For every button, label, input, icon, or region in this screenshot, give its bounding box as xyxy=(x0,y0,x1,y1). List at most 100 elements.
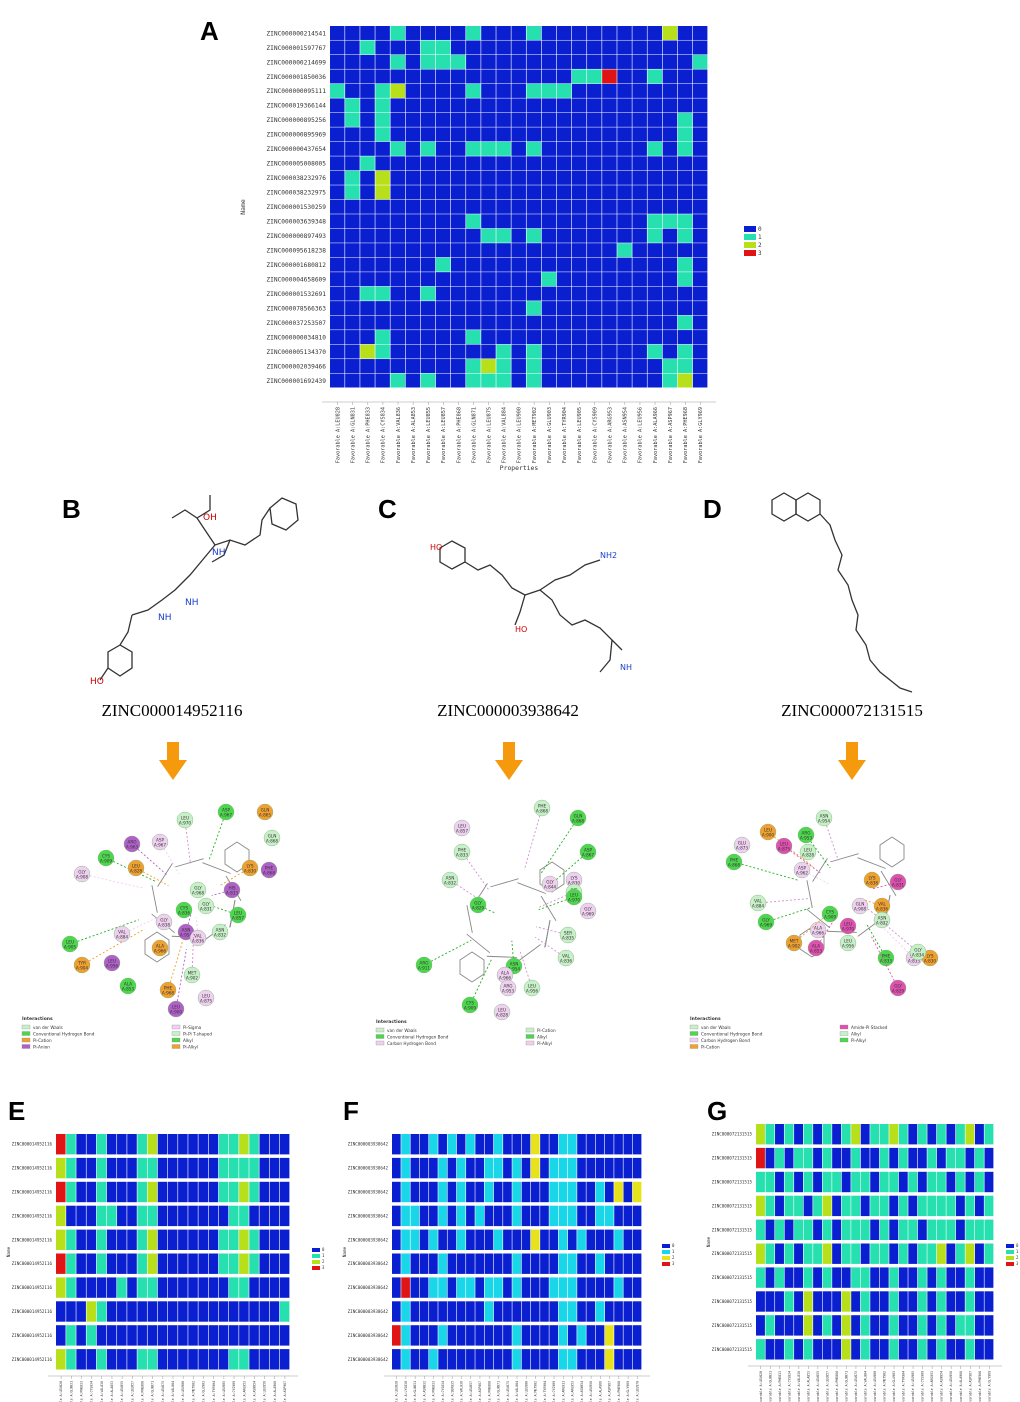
heat-cell xyxy=(390,330,405,345)
heat-cell xyxy=(556,199,572,214)
heat-cell xyxy=(541,228,557,243)
panel-label-e: E xyxy=(8,1096,25,1126)
heat-cell xyxy=(984,1124,994,1145)
heat-cell xyxy=(218,1253,229,1274)
residue-bubble xyxy=(123,835,141,853)
heat-cell xyxy=(586,1229,596,1250)
heat-cell xyxy=(466,286,481,301)
heat-cell xyxy=(794,1291,803,1312)
heat-cell xyxy=(556,330,572,345)
heat-cell xyxy=(692,359,708,374)
heat-cell xyxy=(602,373,617,388)
heat-cell xyxy=(595,1229,605,1250)
heat-cell xyxy=(965,1171,975,1193)
heat-cell xyxy=(908,1243,918,1264)
heat-cell xyxy=(927,1219,937,1240)
svg-text:OH: OH xyxy=(203,513,217,523)
heat-cell xyxy=(435,214,451,229)
heat-cell xyxy=(167,1325,178,1346)
row-label: ZINC000014952116 xyxy=(12,1261,53,1266)
heat-cell xyxy=(493,1325,503,1346)
heat-cell xyxy=(208,1134,219,1155)
heat-cell xyxy=(475,1157,484,1179)
heat-cell xyxy=(936,1147,946,1169)
heat-cell xyxy=(56,1229,66,1250)
residue-label: ASN A:954 xyxy=(180,928,193,938)
heat-cell xyxy=(420,170,436,185)
heat-cell xyxy=(218,1157,229,1179)
heat-cell xyxy=(481,40,496,55)
heat-cell xyxy=(106,1325,117,1346)
heat-cell xyxy=(541,141,557,156)
heat-cell xyxy=(330,272,345,287)
heat-cell xyxy=(249,1205,259,1227)
heat-cell xyxy=(511,199,526,214)
heat-cell xyxy=(617,69,632,84)
heat-cell xyxy=(269,1229,280,1250)
row-label: ZINC000014952116 xyxy=(12,1237,53,1242)
heat-cell xyxy=(965,1291,975,1312)
heat-cell xyxy=(908,1124,918,1145)
heat-cell xyxy=(908,1219,918,1240)
x-tick-label: Favorable A:LEU875 xyxy=(506,1381,510,1402)
x-tick-label: Favorable A:LEU828 xyxy=(335,407,341,463)
heat-cell xyxy=(392,1229,401,1250)
heat-cell xyxy=(198,1253,208,1274)
heat-cell xyxy=(677,83,693,98)
x-tick-label: Favorable A:GLN831 xyxy=(350,407,356,463)
heat-cell xyxy=(330,69,345,84)
legend-swatch xyxy=(689,1037,699,1043)
x-tick-label: Favorable A:LEU857 xyxy=(130,1381,134,1402)
heat-cell xyxy=(647,286,663,301)
heat-cell xyxy=(965,1339,975,1360)
heat-cell xyxy=(157,1277,168,1298)
heat-cell xyxy=(841,1124,851,1145)
heat-cell xyxy=(617,112,632,127)
heat-cell xyxy=(390,156,405,171)
legend-label: 3 xyxy=(672,1261,675,1266)
heat-cell xyxy=(390,141,405,156)
heat-cell xyxy=(803,1315,813,1336)
heat-cell xyxy=(481,199,496,214)
heat-cell xyxy=(429,1349,438,1370)
heat-cell xyxy=(632,199,647,214)
heat-cell xyxy=(803,1171,813,1193)
heat-cell xyxy=(96,1157,107,1179)
heat-cell xyxy=(692,257,708,272)
heat-cell xyxy=(96,1181,107,1203)
heat-cell xyxy=(466,170,481,185)
heat-cell xyxy=(330,359,345,374)
residue-bubble xyxy=(103,954,121,972)
residue-bubble xyxy=(159,981,177,999)
heat-cell xyxy=(965,1267,975,1288)
heat-cell xyxy=(167,1181,178,1203)
heat-cell xyxy=(438,1277,447,1298)
heat-cell xyxy=(228,1301,239,1322)
residue-label: LEU A:828 xyxy=(496,1008,509,1018)
x-tick-label: Favorable A:CYS834 xyxy=(90,1381,94,1402)
heat-cell xyxy=(475,1301,484,1322)
heat-cell xyxy=(269,1181,280,1203)
heat-cell xyxy=(484,1277,494,1298)
heat-cell xyxy=(345,83,360,98)
heat-cell xyxy=(530,1325,540,1346)
heat-cell xyxy=(832,1339,842,1360)
heat-cell xyxy=(647,127,663,142)
heat-cell xyxy=(617,228,632,243)
heat-cell xyxy=(496,243,511,258)
heat-cell xyxy=(419,1349,429,1370)
heat-cell xyxy=(345,98,360,113)
heat-cell xyxy=(435,243,451,258)
row-label: ZINC000003639348 xyxy=(266,219,326,226)
x-tick-label: Favorable A:LEU855 xyxy=(120,1381,124,1402)
heat-cell xyxy=(511,127,526,142)
heat-cell xyxy=(571,40,587,55)
heat-cell xyxy=(503,1134,512,1155)
heat-cell xyxy=(375,344,390,359)
residue-bubble xyxy=(565,888,583,906)
heat-cell xyxy=(167,1157,178,1179)
